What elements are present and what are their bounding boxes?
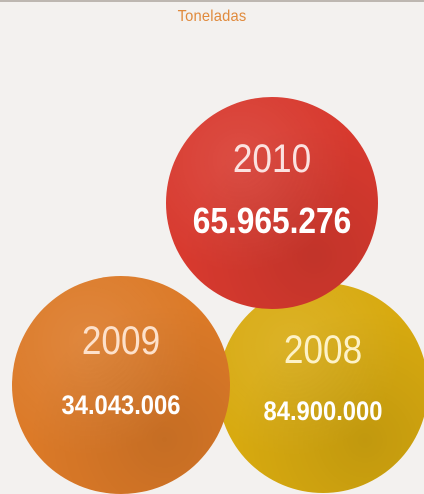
bubble-year-label: 2010 (232, 137, 312, 181)
bubble-value-label: 34.043.006 (61, 390, 181, 420)
bubble-texture (218, 283, 424, 493)
bubble-2008: 2008 84.900.000 (218, 283, 424, 493)
bubble-2010: 2010 65.965.276 (166, 97, 378, 309)
bubble-value-label: 65.965.276 (192, 200, 352, 241)
bubble-year-label: 2009 (81, 319, 161, 363)
bubble-year-label: 2008 (283, 328, 363, 372)
bubble-texture (166, 97, 378, 309)
top-divider (0, 0, 424, 2)
bubble-2009: 2009 34.043.006 (12, 276, 230, 494)
bubble-value-label: 84.900.000 (263, 396, 383, 426)
unit-label: Toneladas (177, 8, 247, 25)
bubble-texture (12, 276, 230, 494)
